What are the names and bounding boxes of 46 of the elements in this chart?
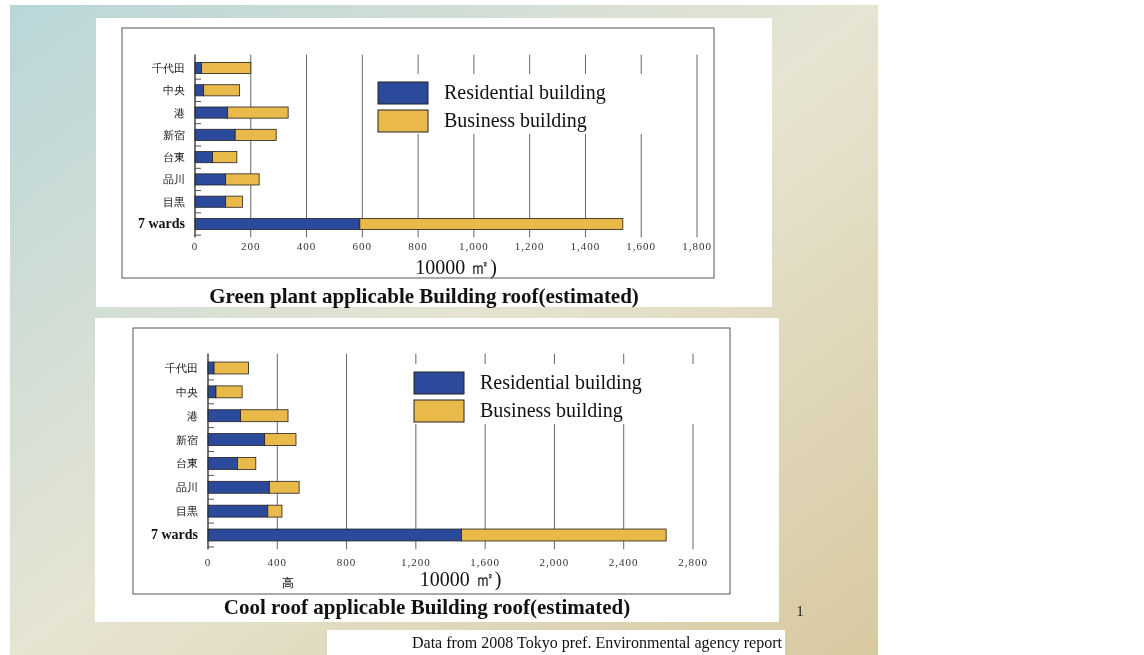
text: Cool roof applicable Building roof(estimated) (223, 595, 631, 619)
x-tick-label: 2,000 (539, 556, 570, 568)
text: 高 (282, 576, 294, 590)
x-tick-label: 200 (241, 240, 261, 252)
y-tick-label: 新宿 (176, 433, 198, 446)
y-tick-label: 目黒 (163, 195, 185, 208)
x-tick-label: 600 (352, 240, 373, 252)
y-tick-label: 7 wards (137, 216, 186, 231)
text: Green plant applicable Building roof(estimated) (209, 284, 639, 308)
x-tick-label: 0 (204, 556, 212, 568)
x-tick-label: 800 (408, 240, 428, 252)
x-tick-label: 1,800 (682, 240, 712, 252)
x-tick-label: 1,400 (570, 240, 601, 252)
x-axis-title: 10000 ㎡) (419, 568, 502, 591)
x-tick-label: 1,200 (514, 240, 545, 252)
y-tick-label: 目黒 (176, 505, 198, 518)
x-tick-label: 400 (267, 556, 288, 568)
x-tick-label: 800 (336, 556, 357, 568)
x-tick-label: 0 (191, 240, 199, 252)
x-tick-label: 1,600 (626, 240, 657, 252)
y-tick-label: 品川 (176, 481, 198, 494)
y-tick-label: 中央 (176, 385, 198, 398)
text: 1 (796, 604, 804, 619)
x-axis-title: 10000 ㎡) (415, 256, 497, 279)
y-tick-label: 台東 (163, 151, 185, 164)
y-tick-label: 港 (187, 409, 198, 422)
legend-label: Residential building (480, 371, 642, 394)
text: Data from 2008 Tokyo pref. Environmental agency report (411, 634, 783, 652)
x-tick-label: 2,800 (678, 556, 708, 568)
y-tick-label: 新宿 (163, 128, 185, 141)
x-tick-label: 1,000 (459, 240, 489, 252)
y-tick-label: 品川 (163, 173, 185, 186)
x-tick-label: 400 (296, 240, 317, 252)
y-tick-label: 7 wards (150, 527, 199, 542)
bar (213, 361, 249, 375)
x-tick-label: 1,600 (470, 556, 501, 568)
legend-label: Residential building (444, 81, 606, 104)
y-tick-label: 台東 (176, 457, 198, 470)
x-tick-label: 1,200 (400, 556, 431, 568)
y-tick-label: 千代田 (165, 362, 198, 374)
y-tick-label: 千代田 (152, 62, 185, 74)
x-tick-label: 2,400 (608, 556, 639, 568)
legend-label: Business building (480, 399, 623, 422)
y-tick-label: 港 (174, 106, 185, 119)
legend-label: Business building (444, 109, 587, 132)
y-tick-label: 中央 (163, 84, 185, 97)
